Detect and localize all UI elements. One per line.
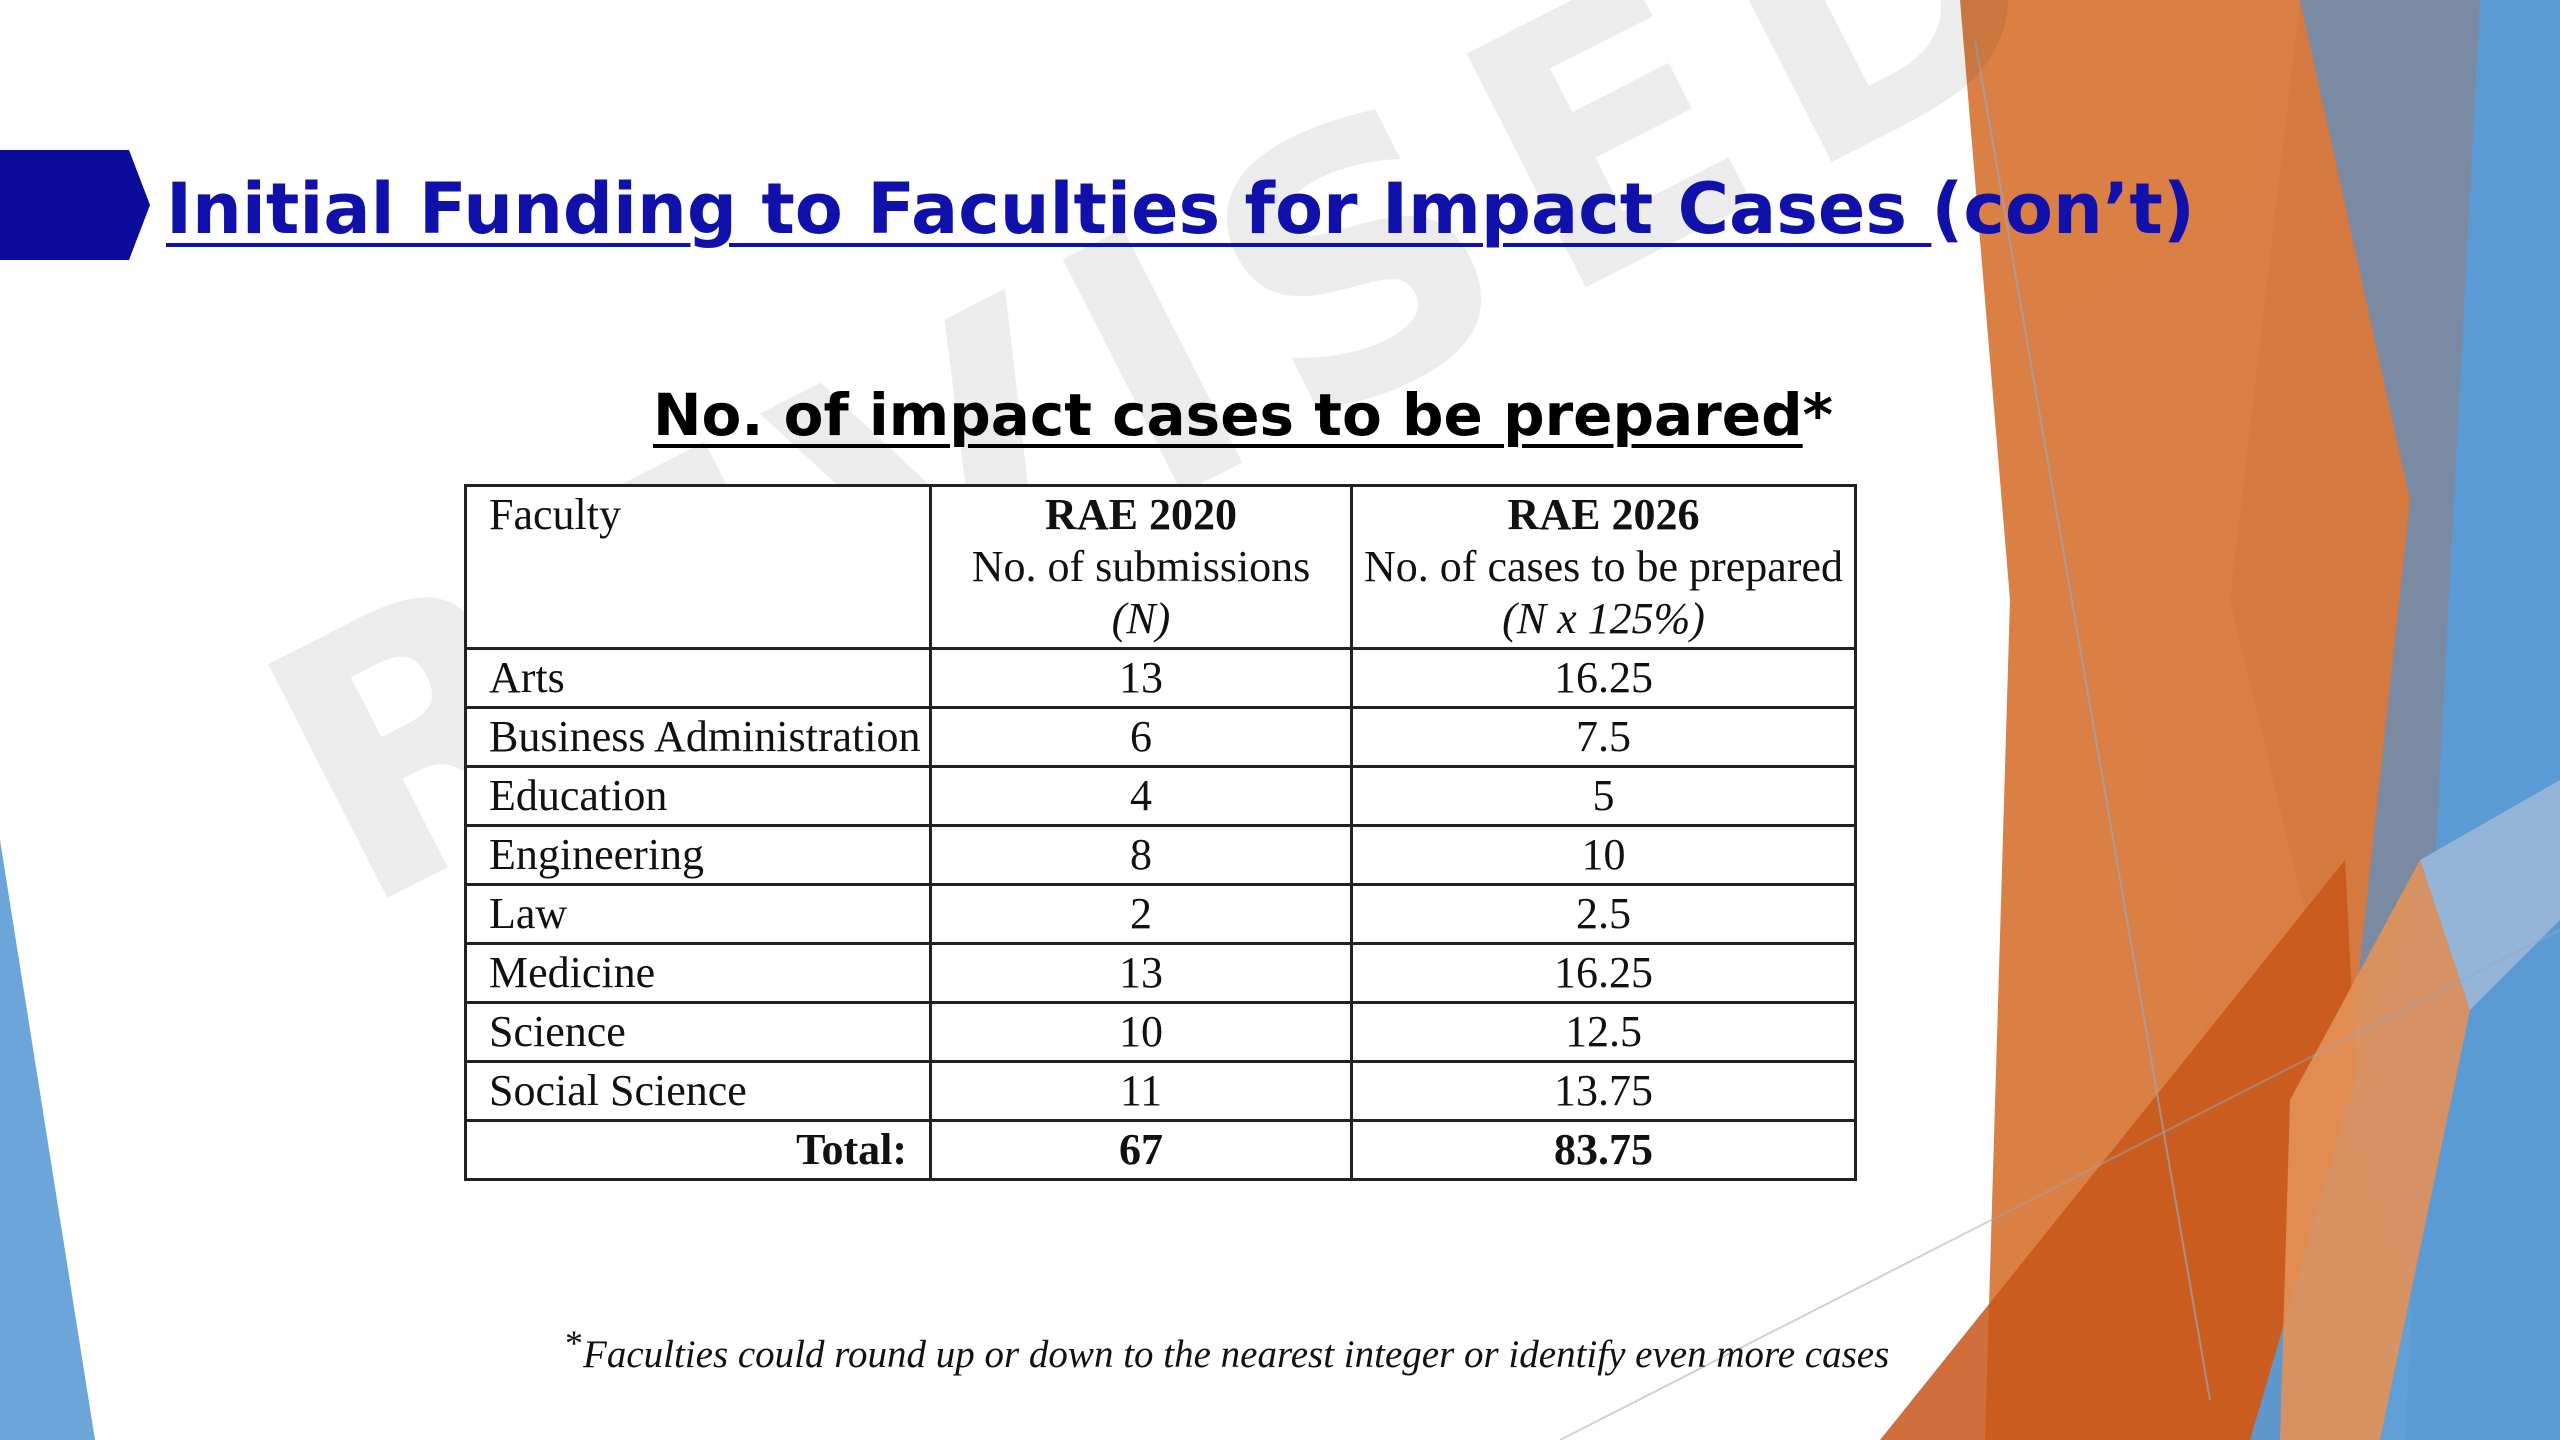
header-rae2026: RAE 2026 No. of cases to be prepared (N … xyxy=(1350,484,1857,650)
cell-rae2020: 4 xyxy=(929,765,1353,827)
cell-rae2026: 13.75 xyxy=(1350,1060,1857,1122)
slide-title-suffix: (con’t) xyxy=(1931,168,2195,250)
cell-faculty: Education xyxy=(464,765,932,827)
header-rae2026-formula: (N x 125%) xyxy=(1502,594,1705,643)
cell-faculty: Science xyxy=(464,1001,932,1063)
table-row: Arts 13 16.25 xyxy=(464,647,1857,709)
cell-rae2020: 13 xyxy=(929,942,1353,1004)
header-rae2026-subtitle: No. of cases to be prepared xyxy=(1364,542,1843,591)
table-row: Law 2 2.5 xyxy=(464,883,1857,945)
cell-faculty: Arts xyxy=(464,647,932,709)
footnote-text: Faculties could round up or down to the … xyxy=(583,1333,1890,1376)
impact-cases-table: Faculty RAE 2020 No. of submissions (N) … xyxy=(464,484,1857,1181)
cell-rae2026: 5 xyxy=(1350,765,1857,827)
total-label: Total: xyxy=(464,1119,932,1181)
table-row: Education 4 5 xyxy=(464,765,1857,827)
table-row: Science 10 12.5 xyxy=(464,1001,1857,1063)
header-rae2020: RAE 2020 No. of submissions (N) xyxy=(929,484,1353,650)
header-rae2020-subtitle: No. of submissions xyxy=(971,542,1311,591)
cell-rae2020: 6 xyxy=(929,706,1353,768)
cell-rae2020: 10 xyxy=(929,1001,1353,1063)
total-rae2026: 83.75 xyxy=(1350,1119,1857,1181)
cell-rae2026: 16.25 xyxy=(1350,647,1857,709)
cell-faculty: Business Administration xyxy=(464,706,932,768)
table-row: Medicine 13 16.25 xyxy=(464,942,1857,1004)
table-row: Business Administration 6 7.5 xyxy=(464,706,1857,768)
header-faculty: Faculty xyxy=(464,484,932,650)
cell-rae2020: 8 xyxy=(929,824,1353,886)
header-rae2020-formula: (N) xyxy=(1111,594,1171,643)
table-row: Social Science 11 13.75 xyxy=(464,1060,1857,1122)
header-rae2026-title: RAE 2026 xyxy=(1507,490,1700,539)
cell-rae2020: 2 xyxy=(929,883,1353,945)
slide-title-main: Initial Funding to Faculties for Impact … xyxy=(166,168,1932,250)
table-heading: No. of impact cases to be prepared* xyxy=(653,377,1833,453)
footnote: *Faculties could round up or down to the… xyxy=(565,1317,1895,1381)
header-rae2020-title: RAE 2020 xyxy=(1045,490,1237,539)
cell-faculty: Medicine xyxy=(464,942,932,1004)
cell-rae2020: 11 xyxy=(929,1060,1353,1122)
header-faculty-label: Faculty xyxy=(489,490,621,539)
cell-faculty: Social Science xyxy=(464,1060,932,1122)
cell-faculty: Law xyxy=(464,883,932,945)
table-heading-text: No. of impact cases to be prepared xyxy=(653,381,1803,449)
total-rae2020: 67 xyxy=(929,1119,1353,1181)
slide-title: Initial Funding to Faculties for Impact … xyxy=(166,163,2195,255)
cell-rae2026: 12.5 xyxy=(1350,1001,1857,1063)
footnote-asterisk: * xyxy=(565,1323,583,1363)
cell-faculty: Engineering xyxy=(464,824,932,886)
cell-rae2026: 7.5 xyxy=(1350,706,1857,768)
cell-rae2020: 13 xyxy=(929,647,1353,709)
table-header-row: Faculty RAE 2020 No. of submissions (N) … xyxy=(464,484,1857,650)
table-total-row: Total: 67 83.75 xyxy=(464,1119,1857,1181)
title-accent-arrow xyxy=(0,150,150,260)
cell-rae2026: 2.5 xyxy=(1350,883,1857,945)
table-heading-asterisk: * xyxy=(1802,381,1833,449)
table-row: Engineering 8 10 xyxy=(464,824,1857,886)
cell-rae2026: 10 xyxy=(1350,824,1857,886)
cell-rae2026: 16.25 xyxy=(1350,942,1857,1004)
